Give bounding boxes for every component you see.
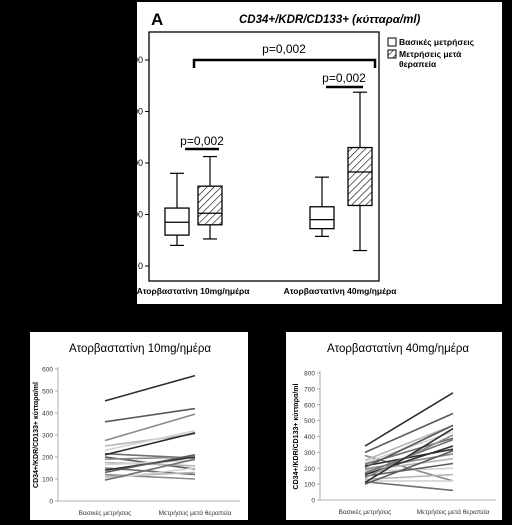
y-tick-label: 400: [304, 434, 315, 441]
series-line: [364, 412, 454, 454]
x-category-label: Βασικές μετρήσεις: [79, 509, 132, 517]
y-tick-label: 400: [137, 158, 143, 168]
y-tick-label: 600: [137, 107, 143, 117]
y-tick-label: 600: [304, 402, 315, 409]
series-line: [104, 374, 196, 402]
series-line: [104, 459, 196, 466]
box-2: [309, 206, 335, 230]
series-line: [364, 480, 454, 492]
series-line: [104, 432, 196, 456]
significance-bracket-between: [192, 58, 377, 68]
series-line: [364, 448, 454, 467]
series-line: [104, 429, 196, 452]
line-chart-40mg-panel: Ατορβαστατίνη 40mg/ημέρα CD34+/KDR/CD133+…: [286, 332, 502, 520]
y-tick-label: 500: [42, 389, 53, 396]
y-axis-label: CD34+/KDR/CD133+ κύτταρα/ml: [293, 383, 300, 489]
x-category-label: Μετρήσεις μετά θεραπεία: [417, 508, 490, 516]
legend-label-after: Μετρήσεις μετά θεραπεία: [399, 49, 462, 69]
series-line: [104, 413, 196, 442]
box-1: [197, 185, 223, 226]
legend-label-baseline: Βασικές μετρήσεις: [399, 37, 475, 47]
chart-title: CD34+/KDR/CD133+ (κύτταρα/ml): [239, 14, 421, 26]
chart-title: Ατορβαστατίνη 40mg/ημέρα: [327, 343, 469, 355]
y-tick-label: 300: [304, 450, 315, 457]
series-line: [364, 392, 454, 447]
y-tick-label: 100: [304, 482, 315, 489]
x-category-label: Μετρήσεις μετά θεραπεία: [159, 509, 232, 517]
series-line: [104, 407, 196, 423]
p-value-group2: p=0,002: [322, 71, 366, 85]
series-line: [104, 454, 196, 474]
y-tick-label: 0: [138, 261, 143, 271]
chart-title: Ατορβαστατίνη 10mg/ημέρα: [69, 343, 211, 355]
y-tick-label: 200: [137, 210, 143, 220]
series-line: [364, 424, 454, 462]
series-line: [364, 450, 454, 485]
group-label-40mg: Ατορβαστατίνη 40mg/ημέρα: [284, 286, 398, 296]
boxplot-panel: A CD34+/KDR/CD133+ (κύτταρα/ml) 0 200 400 600…: [128, 2, 502, 304]
y-tick-label: 200: [42, 455, 53, 462]
series-line: [104, 458, 196, 481]
boxplot-chart: A CD34+/KDR/CD133+ (κύτταρα/ml) 0 200 400 600…: [128, 10, 475, 296]
line-chart-40mg: Ατορβαστατίνη 40mg/ημέρα CD34+/KDR/CD133+…: [293, 343, 496, 516]
series-line: [364, 424, 454, 469]
y-tick-label: 100: [42, 477, 53, 484]
y-tick-label: 700: [304, 386, 315, 393]
series-line: [364, 457, 454, 472]
y-tick-label: 800: [137, 55, 143, 65]
y-tick-label: 600: [42, 367, 53, 374]
y-tick-label: 800: [304, 371, 315, 378]
box-3: [347, 146, 373, 207]
legend-swatch-baseline: [387, 37, 397, 47]
plot-frame: [148, 31, 380, 282]
y-tick-label: 400: [42, 411, 53, 418]
panel-label: A: [151, 10, 163, 29]
x-category-label: Βασικές μετρήσεις: [339, 508, 392, 516]
series-line: [364, 427, 454, 484]
y-tick-label: 200: [304, 466, 315, 473]
y-tick-label: 0: [49, 499, 53, 506]
p-value-between: p=0,002: [262, 42, 306, 56]
line-chart-10mg-panel: Ατορβαστατίνη 10mg/ημέρα CD34+/KDR/CD133+…: [30, 332, 248, 520]
y-axis-label: CD34+/KDR/CD133+ κύτταρα/ml: [33, 382, 40, 488]
p-value-group1: p=0,002: [180, 134, 224, 148]
line-chart-10mg: Ατορβαστατίνη 10mg/ημέρα CD34+/KDR/CD133+…: [33, 343, 240, 517]
legend-swatch-after: [387, 49, 397, 59]
group-label-10mg: Ατορβαστατίνη 10mg/ημέρα: [137, 286, 250, 296]
y-tick-label: 0: [311, 498, 315, 505]
y-tick-label: 500: [304, 418, 315, 425]
y-tick-label: 300: [42, 433, 53, 440]
